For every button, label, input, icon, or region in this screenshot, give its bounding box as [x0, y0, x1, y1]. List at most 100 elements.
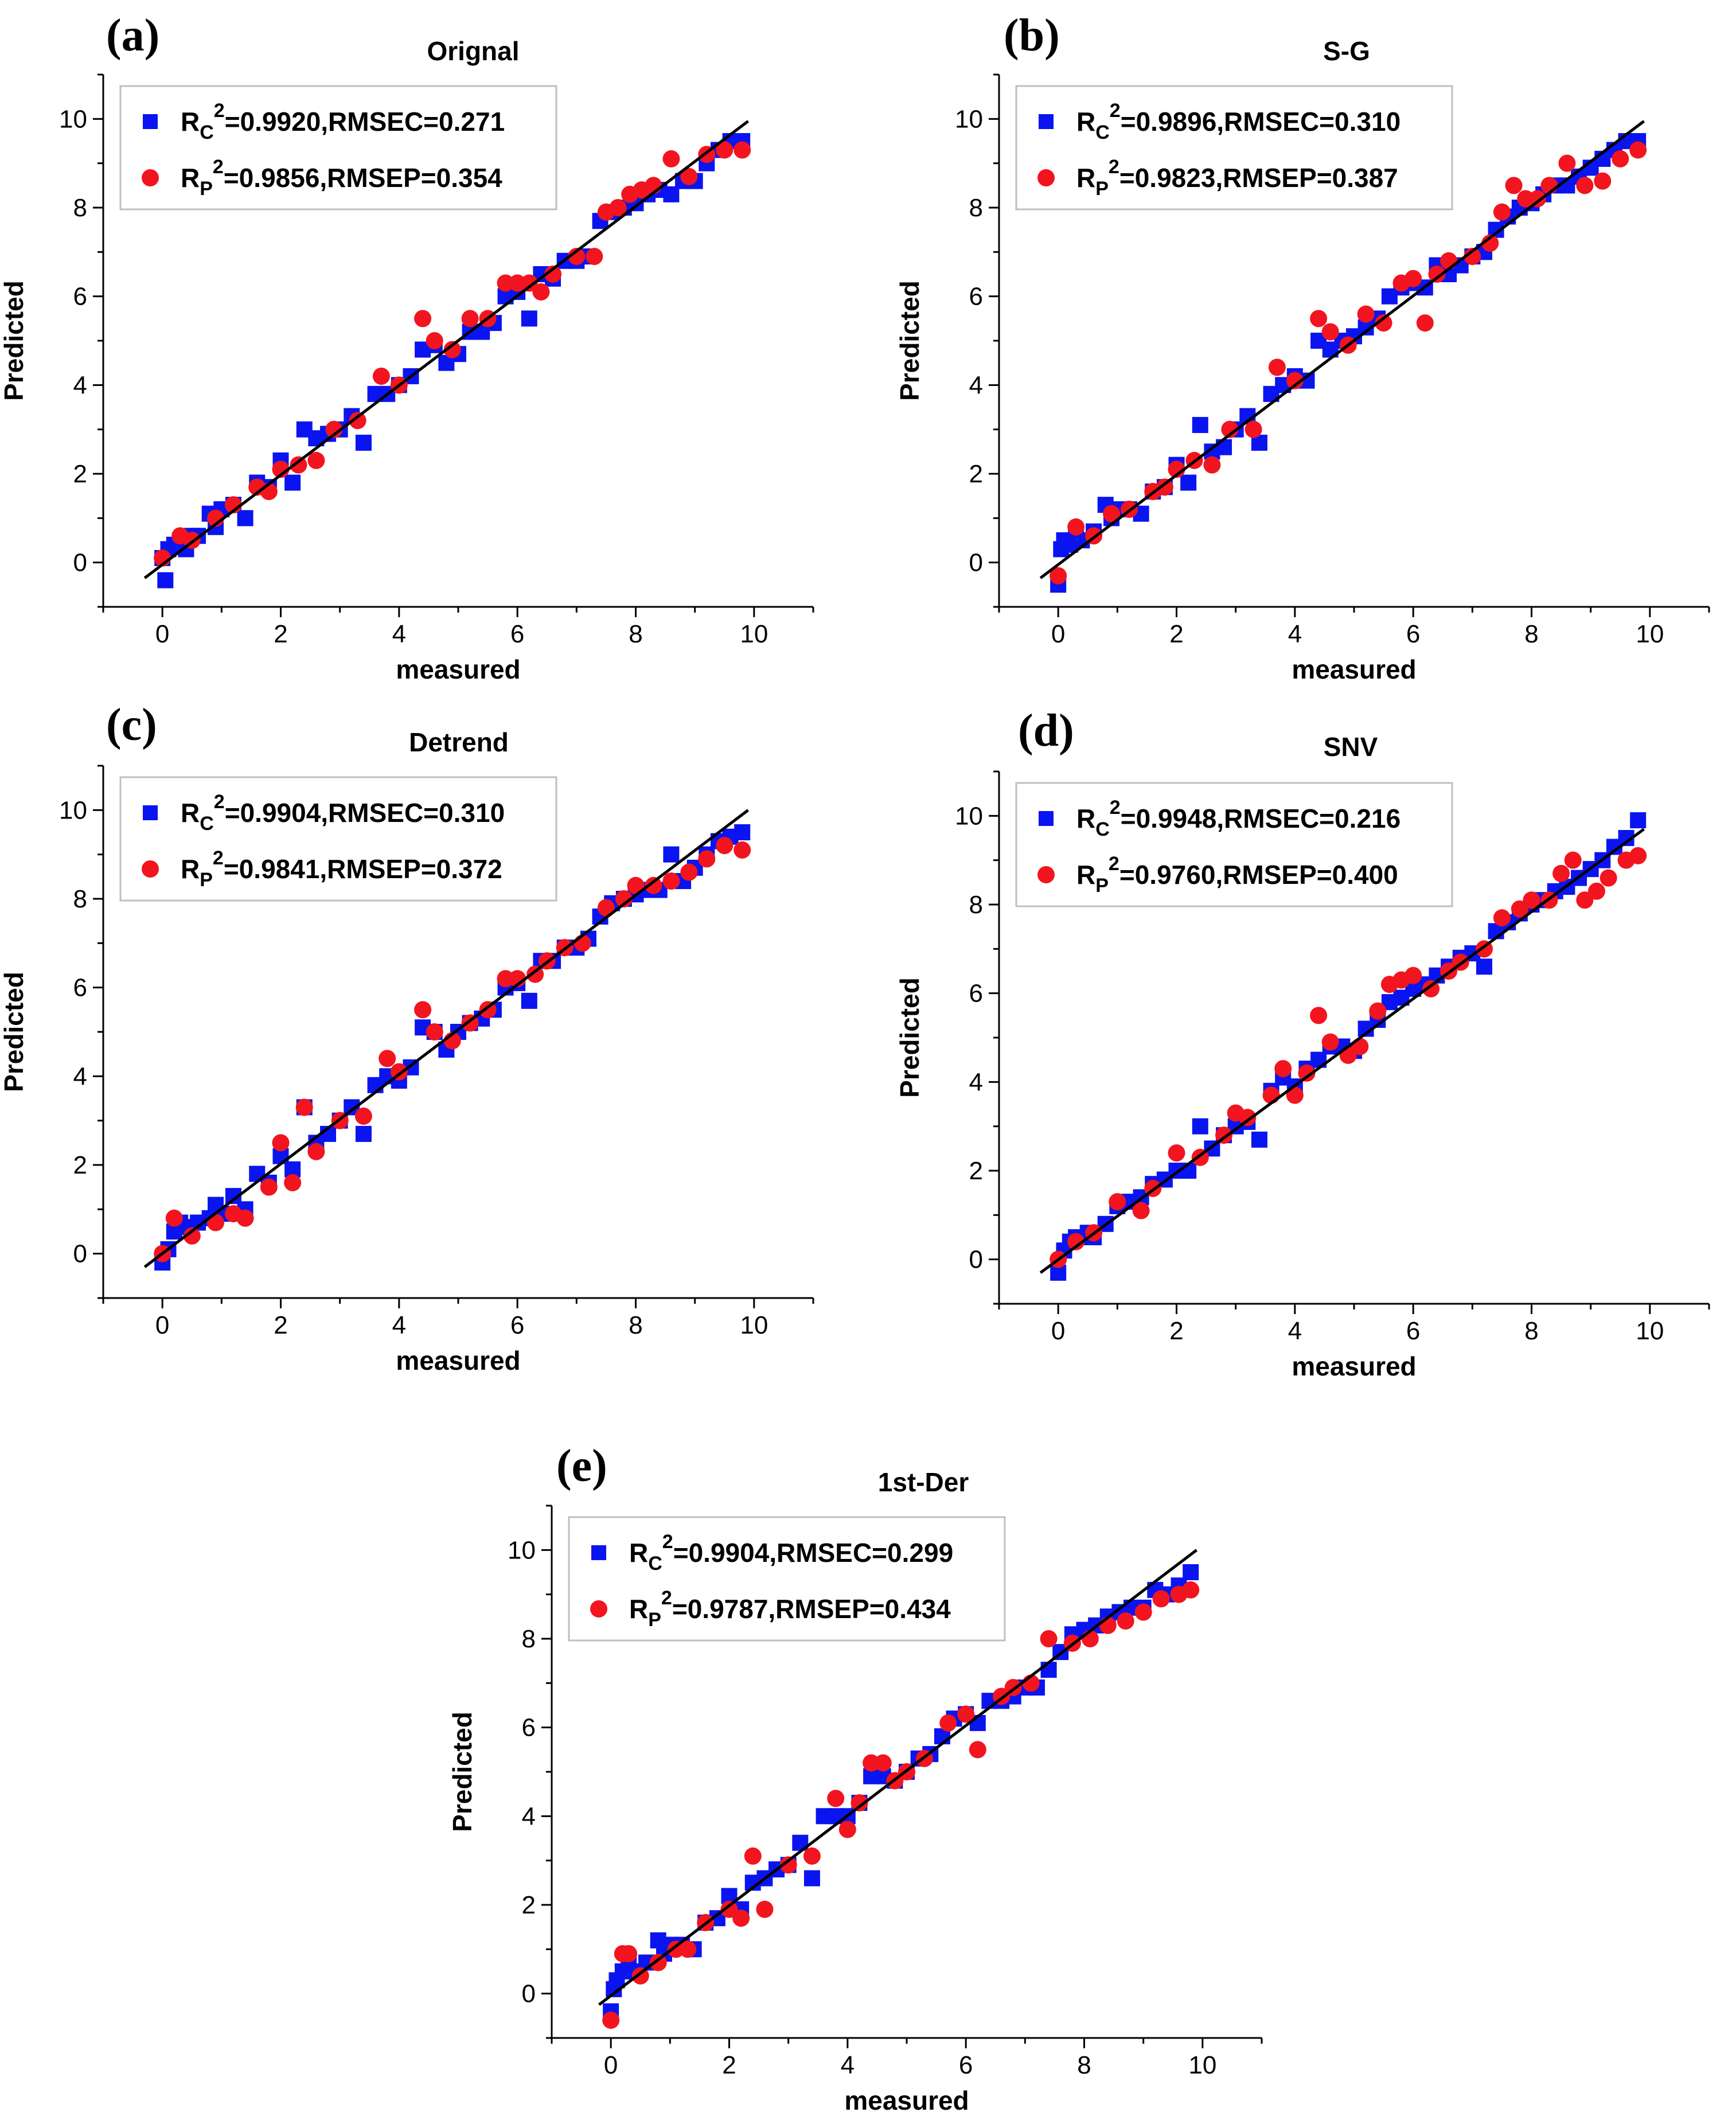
y-axis-title: Predicted [895, 977, 924, 1098]
prediction-point [284, 1174, 302, 1191]
prediction-point [838, 1821, 856, 1838]
prediction-point [183, 1227, 201, 1245]
y-tick-label: 2 [969, 1157, 983, 1185]
x-tick-label: 6 [1406, 620, 1420, 648]
prediction-point [1357, 305, 1375, 323]
prediction-point [1298, 1064, 1316, 1082]
y-tick-label: 2 [73, 460, 87, 488]
calibration-point [1216, 439, 1232, 455]
y-tick-label: 8 [73, 194, 87, 222]
prediction-point [1558, 154, 1576, 172]
y-axis-title: Predicted [447, 1712, 477, 1832]
y-tick-label: 6 [73, 974, 87, 1002]
prediction-point [1182, 1581, 1200, 1599]
prediction-point [295, 1098, 313, 1116]
prediction-point [939, 1714, 957, 1732]
fit-line [143, 809, 750, 1268]
y-tick-label: 10 [59, 105, 87, 133]
prediction-point [461, 310, 479, 328]
x-tick-label: 8 [629, 620, 642, 648]
legend-calibration-marker [1039, 114, 1054, 129]
prediction-point [1629, 141, 1647, 159]
legend-prediction-marker [590, 1600, 607, 1618]
prediction-point [716, 837, 734, 855]
x-tick-label: 4 [1288, 620, 1302, 648]
legend: RC2=0.9896,RMSEC=0.310 RP2=0.9823,RMSEP=0… [1015, 85, 1453, 211]
prediction-point [1310, 1007, 1328, 1024]
prediction-point [372, 367, 390, 385]
calibration-point [237, 510, 253, 527]
prediction-point [679, 1940, 697, 1958]
prediction-point [325, 420, 343, 438]
prediction-point [1369, 1002, 1387, 1020]
prediction-point [1464, 248, 1481, 266]
prediction-point [1405, 966, 1422, 984]
prediction-point [414, 310, 432, 328]
x-axis-title: measured [1292, 654, 1416, 684]
prediction-point [509, 274, 526, 292]
prediction-point [1405, 270, 1422, 287]
chart-title: S-G [1323, 36, 1370, 66]
prediction-point [1050, 567, 1067, 584]
x-tick-label: 2 [722, 2051, 736, 2079]
prediction-point [1481, 234, 1499, 252]
fit-line [598, 1549, 1198, 2006]
prediction-point [1067, 1233, 1085, 1250]
y-axis-title: Predicted [0, 972, 29, 1092]
y-tick-label: 10 [955, 105, 983, 133]
legend-calibration-label: RC2=0.9948,RMSEC=0.216 [1076, 797, 1400, 840]
prediction-point [1274, 1060, 1292, 1078]
calibration-point [1251, 1131, 1267, 1148]
prediction-point [1117, 1612, 1134, 1630]
prediction-point [615, 890, 633, 907]
x-tick-label: 6 [510, 1311, 524, 1339]
y-tick-label: 6 [969, 980, 983, 1008]
prediction-point [1594, 172, 1612, 190]
prediction-point [1428, 266, 1446, 283]
prediction-point [1422, 980, 1440, 997]
prediction-point [1239, 1109, 1257, 1127]
y-tick-label: 2 [522, 1891, 536, 1919]
prediction-point [1576, 177, 1594, 194]
prediction-point [426, 1023, 443, 1040]
prediction-point [1109, 1193, 1126, 1211]
x-tick-label: 6 [1406, 1317, 1420, 1345]
y-tick-label: 8 [522, 1625, 536, 1653]
series-prediction [602, 1581, 1200, 2029]
fit-line [1039, 120, 1645, 579]
prediction-point [1321, 323, 1339, 341]
y-tick-label: 4 [522, 1802, 536, 1830]
prediction-point [1552, 864, 1570, 882]
y-tick-label: 0 [73, 1240, 87, 1268]
prediction-point [1156, 478, 1173, 496]
series-prediction [1050, 847, 1647, 1268]
calibration-point [803, 1870, 820, 1887]
x-tick-label: 10 [740, 620, 768, 648]
prediction-point [1375, 314, 1392, 332]
chart-title: SNV [1324, 732, 1378, 762]
prediction-point [1067, 518, 1085, 536]
x-tick-label: 0 [155, 1311, 169, 1339]
x-tick-label: 8 [629, 1311, 642, 1339]
calibration-point [1183, 1564, 1199, 1580]
prediction-point [680, 167, 698, 185]
legend-prediction-marker [1037, 866, 1055, 883]
prediction-point [1587, 882, 1605, 900]
calibration-point [663, 846, 680, 863]
x-tick-label: 10 [740, 1311, 768, 1339]
x-axis-title: measured [396, 654, 520, 684]
y-tick-label: 0 [73, 549, 87, 577]
prediction-point [1245, 420, 1262, 438]
prediction-point [1511, 900, 1528, 918]
prediction-point [803, 1847, 821, 1865]
legend-calibration-label: RC2=0.9904,RMSEC=0.310 [181, 791, 505, 835]
prediction-point [620, 1945, 638, 1963]
prediction-point [756, 1900, 774, 1918]
x-tick-label: 8 [1524, 1317, 1538, 1345]
prediction-point [1203, 456, 1221, 474]
calibration-point [521, 310, 537, 327]
y-tick-label: 2 [73, 1151, 87, 1179]
x-tick-label: 8 [1524, 620, 1538, 648]
prediction-point [532, 283, 550, 301]
prediction-point [414, 1001, 432, 1019]
